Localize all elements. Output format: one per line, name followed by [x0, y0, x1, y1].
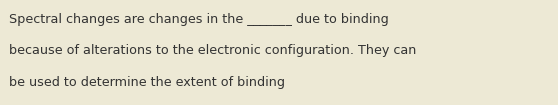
Text: be used to determine the extent of binding: be used to determine the extent of bindi… [9, 76, 285, 89]
Text: because of alterations to the electronic configuration. They can: because of alterations to the electronic… [9, 44, 416, 57]
Text: Spectral changes are changes in the _______ due to binding: Spectral changes are changes in the ____… [9, 13, 389, 26]
